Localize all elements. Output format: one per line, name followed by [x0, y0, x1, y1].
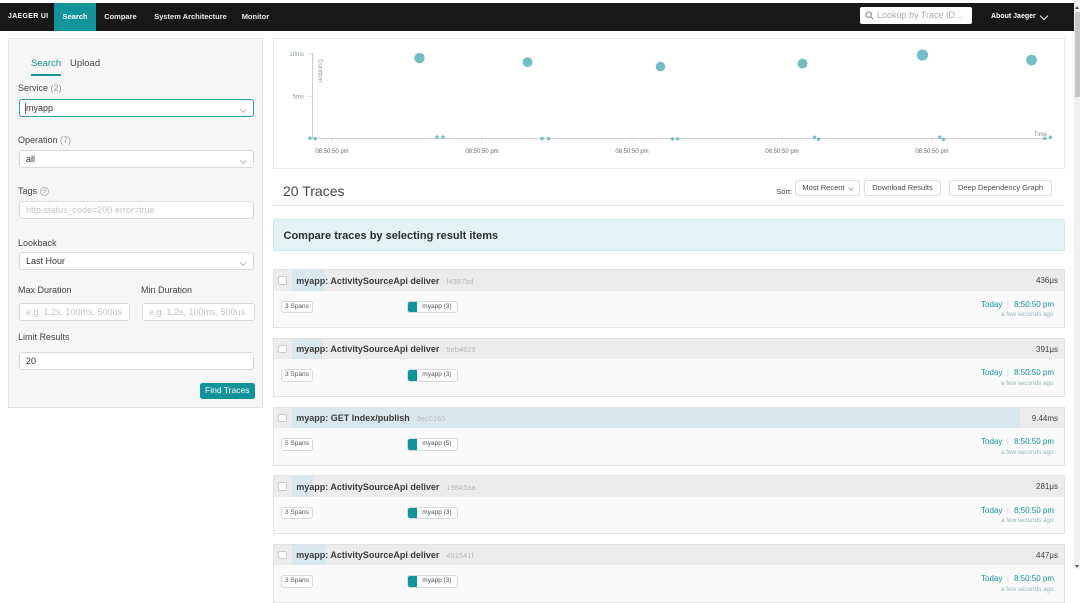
svg-text:08:50:50 pm: 08:50:50 pm	[315, 149, 348, 155]
svg-text:08:50:50 pm: 08:50:50 pm	[765, 149, 798, 155]
svg-text:10ms: 10ms	[289, 52, 304, 58]
svg-text:5ms: 5ms	[292, 95, 303, 101]
svg-text:?: ?	[42, 188, 46, 195]
svg-text:Duration: Duration	[316, 59, 322, 82]
svg-text:Time: Time	[1033, 132, 1047, 138]
svg-text:08:50:50 pm: 08:50:50 pm	[615, 149, 648, 155]
svg-text:08:50:50 pm: 08:50:50 pm	[915, 149, 948, 155]
svg-text:08:50:50 pm: 08:50:50 pm	[465, 149, 498, 155]
